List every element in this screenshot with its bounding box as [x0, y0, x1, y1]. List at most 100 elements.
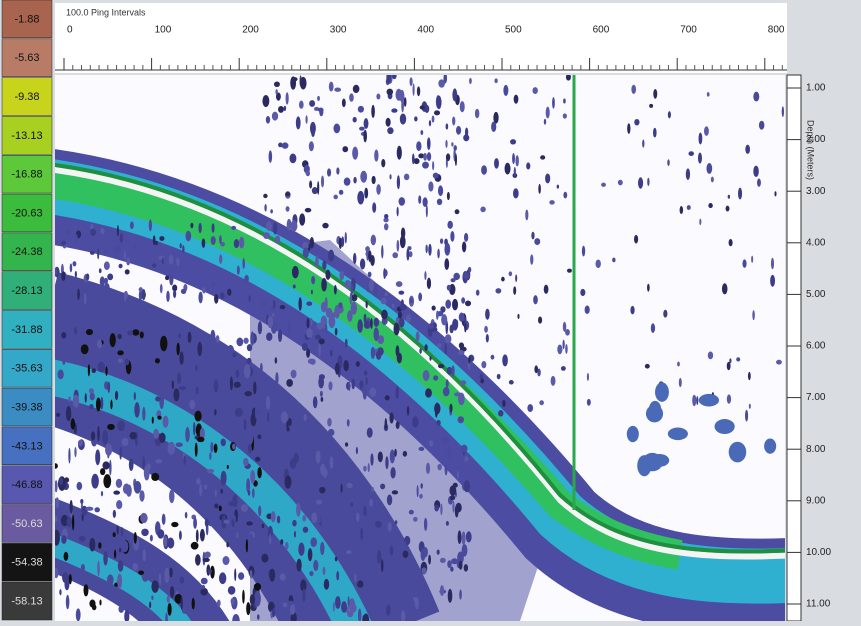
echo-speck — [159, 393, 165, 409]
echo-speck — [283, 105, 287, 111]
echo-speck — [445, 379, 449, 389]
echo-speck — [263, 232, 270, 239]
right-tick-label: 9.00 — [806, 495, 826, 506]
echo-speck — [159, 432, 166, 443]
echo-speck — [204, 551, 211, 558]
echo-speck — [328, 512, 336, 518]
echo-speck — [167, 441, 176, 455]
echo-speck — [261, 417, 266, 426]
echo-speck — [334, 556, 338, 562]
echo-speck — [396, 352, 403, 364]
echo-speck — [114, 390, 119, 401]
echo-speck — [259, 362, 263, 374]
echo-speck — [192, 421, 196, 436]
echo-speck — [644, 363, 650, 369]
echo-speck — [313, 559, 319, 572]
echo-speck — [324, 511, 328, 521]
echo-speck — [300, 579, 307, 592]
echo-speck — [563, 191, 568, 199]
echo-speck — [392, 252, 399, 259]
echo-speck — [194, 442, 198, 457]
echo-speck — [210, 565, 215, 579]
echo-blob — [655, 382, 669, 402]
echo-speck — [85, 273, 90, 281]
echo-speck — [726, 394, 732, 404]
top-tick-label: 600 — [593, 25, 610, 36]
echo-speck — [271, 111, 279, 121]
echo-speck — [409, 77, 413, 87]
echo-speck — [437, 463, 442, 471]
echo-speck — [309, 571, 314, 577]
echo-speck — [56, 412, 61, 417]
echo-speck — [210, 441, 214, 453]
echo-speck — [250, 331, 255, 346]
echo-speck — [256, 402, 263, 412]
echo-speck — [320, 463, 326, 476]
echo-speck — [452, 116, 456, 126]
echo-speck — [365, 246, 370, 252]
echo-speck — [461, 544, 468, 557]
scale-label: -1.88 — [14, 13, 39, 25]
echo-speck — [273, 81, 280, 88]
echo-speck — [302, 439, 308, 445]
echo-speck — [146, 463, 151, 470]
echo-speck — [195, 529, 199, 543]
echo-speck — [415, 331, 420, 342]
echo-speck — [223, 519, 230, 524]
echo-speck — [322, 260, 327, 270]
echo-speck — [117, 560, 124, 572]
echo-speck — [227, 585, 236, 595]
echo-speck — [133, 392, 136, 401]
echo-speck — [134, 446, 142, 455]
echo-speck — [167, 537, 175, 549]
echo-speck — [102, 461, 110, 470]
echo-speck — [504, 162, 511, 175]
echo-speck — [696, 395, 699, 406]
echo-speck — [267, 525, 273, 539]
echo-speck — [257, 467, 262, 479]
echo-speck — [112, 509, 117, 518]
echo-speck — [173, 289, 177, 299]
echo-speck — [391, 108, 398, 113]
echo-speck — [418, 153, 425, 159]
echo-speck — [451, 365, 455, 377]
echo-speck — [201, 584, 206, 590]
echo-speck — [402, 550, 409, 559]
top-tick-label: 0 — [67, 25, 73, 36]
echo-speck — [461, 241, 467, 253]
echo-speck — [434, 402, 441, 415]
echo-speck — [432, 172, 439, 179]
right-tick-label: 11.00 — [806, 599, 831, 610]
echo-speck — [292, 284, 296, 289]
echo-speck — [508, 271, 513, 277]
echo-speck — [279, 305, 286, 310]
echo-speck — [284, 475, 292, 489]
echo-speck — [269, 533, 272, 545]
echo-speck — [193, 517, 197, 529]
echo-speck — [334, 362, 340, 375]
echo-speck — [453, 145, 457, 151]
echo-speck — [99, 276, 105, 287]
echo-speck — [512, 152, 515, 165]
echo-speck — [233, 381, 241, 388]
echo-speck — [525, 209, 529, 221]
echo-speck — [245, 539, 249, 553]
echo-speck — [201, 238, 206, 248]
echo-speck — [279, 573, 286, 581]
echo-speck — [75, 234, 78, 244]
echo-speck — [286, 379, 293, 387]
echo-speck — [175, 442, 183, 448]
echo-speck — [174, 355, 181, 366]
echo-speck — [638, 177, 644, 189]
echo-speck — [383, 223, 389, 231]
echo-speck — [89, 392, 95, 401]
echo-speck — [249, 594, 256, 605]
echo-speck — [438, 79, 445, 88]
echo-speck — [445, 299, 452, 309]
echo-speck — [370, 346, 376, 359]
echo-speck — [157, 415, 162, 420]
top-tick-label: 200 — [242, 25, 259, 36]
echo-speck — [346, 419, 350, 427]
echo-speck — [149, 534, 153, 542]
echo-speck — [272, 607, 276, 618]
